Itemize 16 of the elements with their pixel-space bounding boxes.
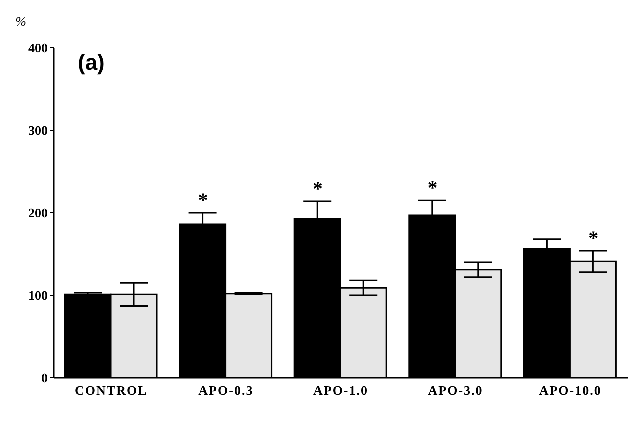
y-tick-label: 300 <box>28 123 48 138</box>
x-tick-label: APO-3.0 <box>428 383 484 398</box>
y-tick-label: 200 <box>28 206 48 221</box>
y-tick-label: 100 <box>28 288 48 304</box>
y-axis-title: % <box>16 14 27 29</box>
x-tick-label: APO-10.0 <box>539 383 602 398</box>
y-tick-label: 400 <box>28 40 48 56</box>
annotation: * <box>198 190 208 212</box>
x-tick-label: APO-1.0 <box>313 383 369 398</box>
annotation: * <box>313 178 323 200</box>
y-tick-label: 0 <box>42 370 48 386</box>
annotation: * <box>588 228 599 250</box>
x-tick-label: CONTROL <box>75 383 148 398</box>
x-tick-label: APO-0.3 <box>198 383 254 398</box>
annotation: * <box>428 178 438 200</box>
annotation: (a) <box>78 50 105 75</box>
